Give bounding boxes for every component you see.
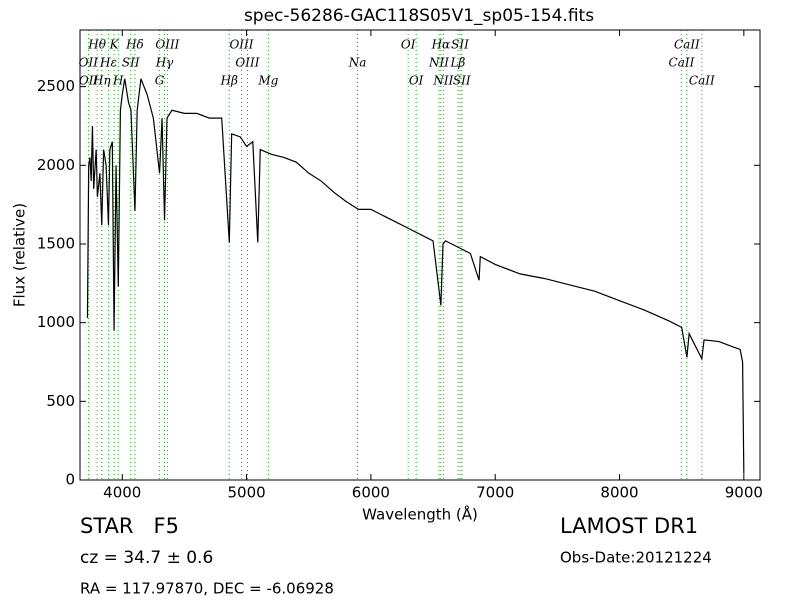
x-tick-label: 8000 — [600, 484, 638, 502]
spectral-line-label: CaII — [689, 74, 715, 88]
y-axis-label: Flux (relative) — [11, 203, 29, 307]
spectral-line-label: OI — [401, 38, 416, 52]
obs-date: Obs-Date:20121224 — [560, 549, 712, 567]
spectral-line-label: SII — [453, 74, 471, 88]
spectral-line-label: Mg — [257, 74, 278, 88]
y-tick-label: 1500 — [37, 234, 75, 252]
y-tick-label: 500 — [46, 392, 75, 410]
coordinates: RA = 117.97870, DEC = -6.06928 — [80, 580, 334, 598]
x-tick-label: 4000 — [103, 484, 141, 502]
spectral-line-label: K — [109, 38, 120, 52]
spectral-line-label: Na — [348, 56, 367, 70]
redshift: cz = 34.7 ± 0.6 — [80, 548, 213, 568]
spectral-line-label: CaII — [674, 38, 700, 52]
spectral-line-label: CaII — [669, 56, 695, 70]
x-tick-label: 7000 — [476, 484, 514, 502]
spectral-line-label: Hε — [99, 56, 117, 70]
spectral-line-label: OII — [79, 56, 99, 70]
survey: LAMOST DR1 — [560, 514, 698, 538]
plot-frame — [79, 29, 761, 481]
object-class: STAR F5 — [80, 514, 179, 538]
y-tick-label: 2500 — [37, 77, 75, 95]
spectral-line-label: NII — [432, 74, 453, 88]
spectral-line-label: H — [112, 74, 124, 88]
chart-title: spec-56286-GAC118S05V1_sp05-154.fits — [244, 6, 594, 26]
spectral-line-label: SII — [122, 56, 140, 70]
spectral-line-label: SII — [451, 38, 469, 52]
spectral-line-label: OI — [409, 74, 424, 88]
spectral-line-label: OIII — [155, 38, 179, 52]
spectral-line-label: Hδ — [125, 38, 144, 52]
spectral-line-label: G — [155, 74, 165, 88]
spectral-line-label: Hβ — [220, 74, 238, 88]
spectral-line-label: Lβ — [449, 56, 465, 70]
spectral-line-label: NII — [428, 56, 449, 70]
y-tick-label: 0 — [65, 471, 75, 489]
y-tick-label: 2000 — [37, 156, 75, 174]
spectral-line-label: OIII — [229, 38, 253, 52]
spectral-line-label: OIII — [235, 56, 259, 70]
spectral-line-label: Hθ — [87, 38, 106, 52]
x-tick-label: 9000 — [725, 484, 763, 502]
x-tick-label: 6000 — [352, 484, 390, 502]
y-tick-label: 1000 — [37, 313, 75, 331]
spectral-line-label: OII — [79, 74, 99, 88]
spectrum-line — [86, 78, 745, 474]
spectral-line-label: Hη — [92, 74, 111, 88]
x-axis-label: Wavelength (Å) — [362, 505, 478, 524]
x-tick-label: 5000 — [227, 484, 265, 502]
spectral-line-label: Hγ — [155, 56, 174, 70]
spectral-line-label: Hα — [431, 38, 451, 52]
